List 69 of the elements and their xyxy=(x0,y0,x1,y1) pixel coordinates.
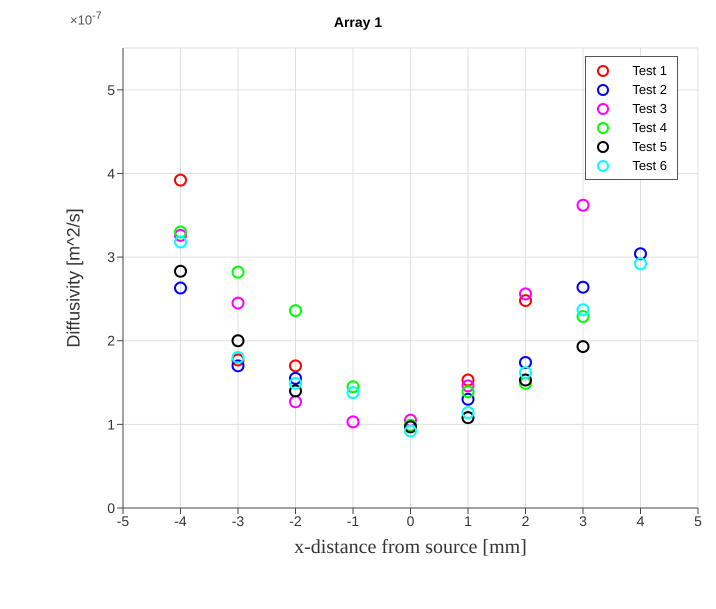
point xyxy=(576,280,590,294)
point xyxy=(519,376,532,390)
x-tick-label: 4 xyxy=(636,512,645,529)
point xyxy=(289,376,302,390)
point xyxy=(232,296,244,310)
point xyxy=(174,228,187,242)
point xyxy=(462,379,474,392)
point xyxy=(634,247,647,260)
point xyxy=(289,359,302,372)
y-tick-label: 2 xyxy=(107,332,116,349)
point xyxy=(232,266,244,279)
x-tick-label: -3 xyxy=(232,512,244,529)
point xyxy=(232,350,244,364)
point xyxy=(289,372,302,385)
x-tick-label: 5 xyxy=(694,512,702,529)
x-tick-label: 1 xyxy=(464,512,472,529)
point xyxy=(404,424,417,438)
point xyxy=(404,414,417,427)
legend-label: Test 2 xyxy=(632,82,667,97)
point xyxy=(289,384,302,398)
point xyxy=(519,356,532,369)
x-tick-label: -5 xyxy=(116,512,130,529)
chart-title: Array 1 xyxy=(334,14,382,30)
point xyxy=(519,287,532,300)
point xyxy=(346,380,360,394)
x-axis-title: x-distance from source [mm] xyxy=(294,536,527,558)
y-tick-label: 3 xyxy=(107,249,116,266)
x-tick-label: 3 xyxy=(579,512,588,529)
point xyxy=(174,282,187,295)
point xyxy=(519,374,532,387)
point xyxy=(232,359,244,372)
legend-label: Test 5 xyxy=(632,139,667,154)
legend-label: Test 6 xyxy=(632,158,667,173)
point xyxy=(289,304,302,318)
point xyxy=(576,198,590,212)
text: ×10$^{-7}$ xyxy=(70,10,102,28)
point xyxy=(289,395,302,408)
y-tick-label: 5 xyxy=(107,82,116,98)
point xyxy=(634,257,647,270)
x-tick-label: 2 xyxy=(522,512,530,529)
legend-label: Test 4 xyxy=(632,120,667,135)
x-tick-label: -2 xyxy=(289,512,302,529)
point xyxy=(519,294,532,308)
y-tick-label: 1 xyxy=(107,416,116,432)
y-axis-title: Diffusivity [m^2/s] xyxy=(63,208,84,348)
point xyxy=(462,374,474,387)
y-tick-label: 4 xyxy=(107,165,116,182)
x-tick-label: -4 xyxy=(174,512,187,529)
point xyxy=(462,406,474,420)
point xyxy=(462,392,474,406)
x-tick-label: -1 xyxy=(346,512,360,529)
point xyxy=(576,340,590,354)
point xyxy=(462,385,474,398)
point xyxy=(462,411,474,424)
x-tick-label: 0 xyxy=(406,512,415,529)
point xyxy=(346,415,360,428)
point xyxy=(346,386,360,400)
point xyxy=(174,226,187,238)
point xyxy=(232,353,244,366)
legend-label: Test 3 xyxy=(632,101,667,116)
y-tick-label: 0 xyxy=(107,500,116,516)
point xyxy=(174,264,187,278)
point xyxy=(519,366,532,380)
legend-label: Test 1 xyxy=(632,63,667,78)
point xyxy=(232,334,244,348)
point xyxy=(174,174,187,187)
point xyxy=(174,236,187,249)
point xyxy=(576,310,590,323)
point xyxy=(576,303,590,316)
